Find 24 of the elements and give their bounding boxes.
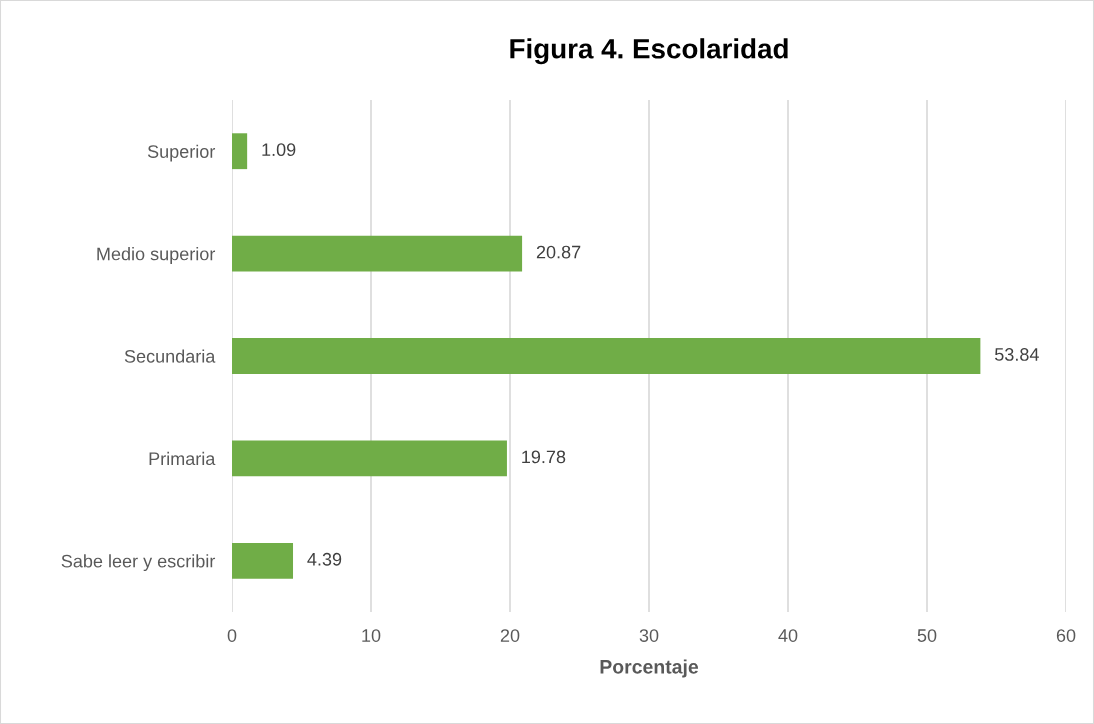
data-label: 4.39 xyxy=(307,552,342,566)
y-tick-label: Superior xyxy=(147,144,216,162)
bar xyxy=(232,542,294,579)
y-tick-label: Medio superior xyxy=(97,247,216,264)
y-tick-label: Sabe leer y escribir xyxy=(61,554,216,572)
x-tick-label: 60 xyxy=(1056,629,1076,642)
y-tick-label: Primaria xyxy=(149,451,216,466)
x-tick-label: 30 xyxy=(639,629,659,642)
x-axis-title: Porcentaje xyxy=(600,659,699,678)
data-label: 53.84 xyxy=(994,348,1039,361)
x-tick-label: 40 xyxy=(778,629,798,642)
data-label: 1.09 xyxy=(262,143,296,157)
bar xyxy=(232,440,507,477)
bar xyxy=(232,133,248,170)
bar xyxy=(232,338,981,374)
data-label: 19.78 xyxy=(522,450,566,464)
y-tick-label: Secundaria xyxy=(124,349,216,363)
data-label: 20.87 xyxy=(536,245,581,259)
x-tick-label: 0 xyxy=(227,629,237,642)
x-tick-label: 10 xyxy=(362,629,381,642)
chart-title: Figura 4. Escolaridad xyxy=(510,38,788,65)
x-tick-label: 50 xyxy=(917,629,937,642)
bar xyxy=(232,235,523,272)
x-tick-label: 20 xyxy=(500,629,520,642)
